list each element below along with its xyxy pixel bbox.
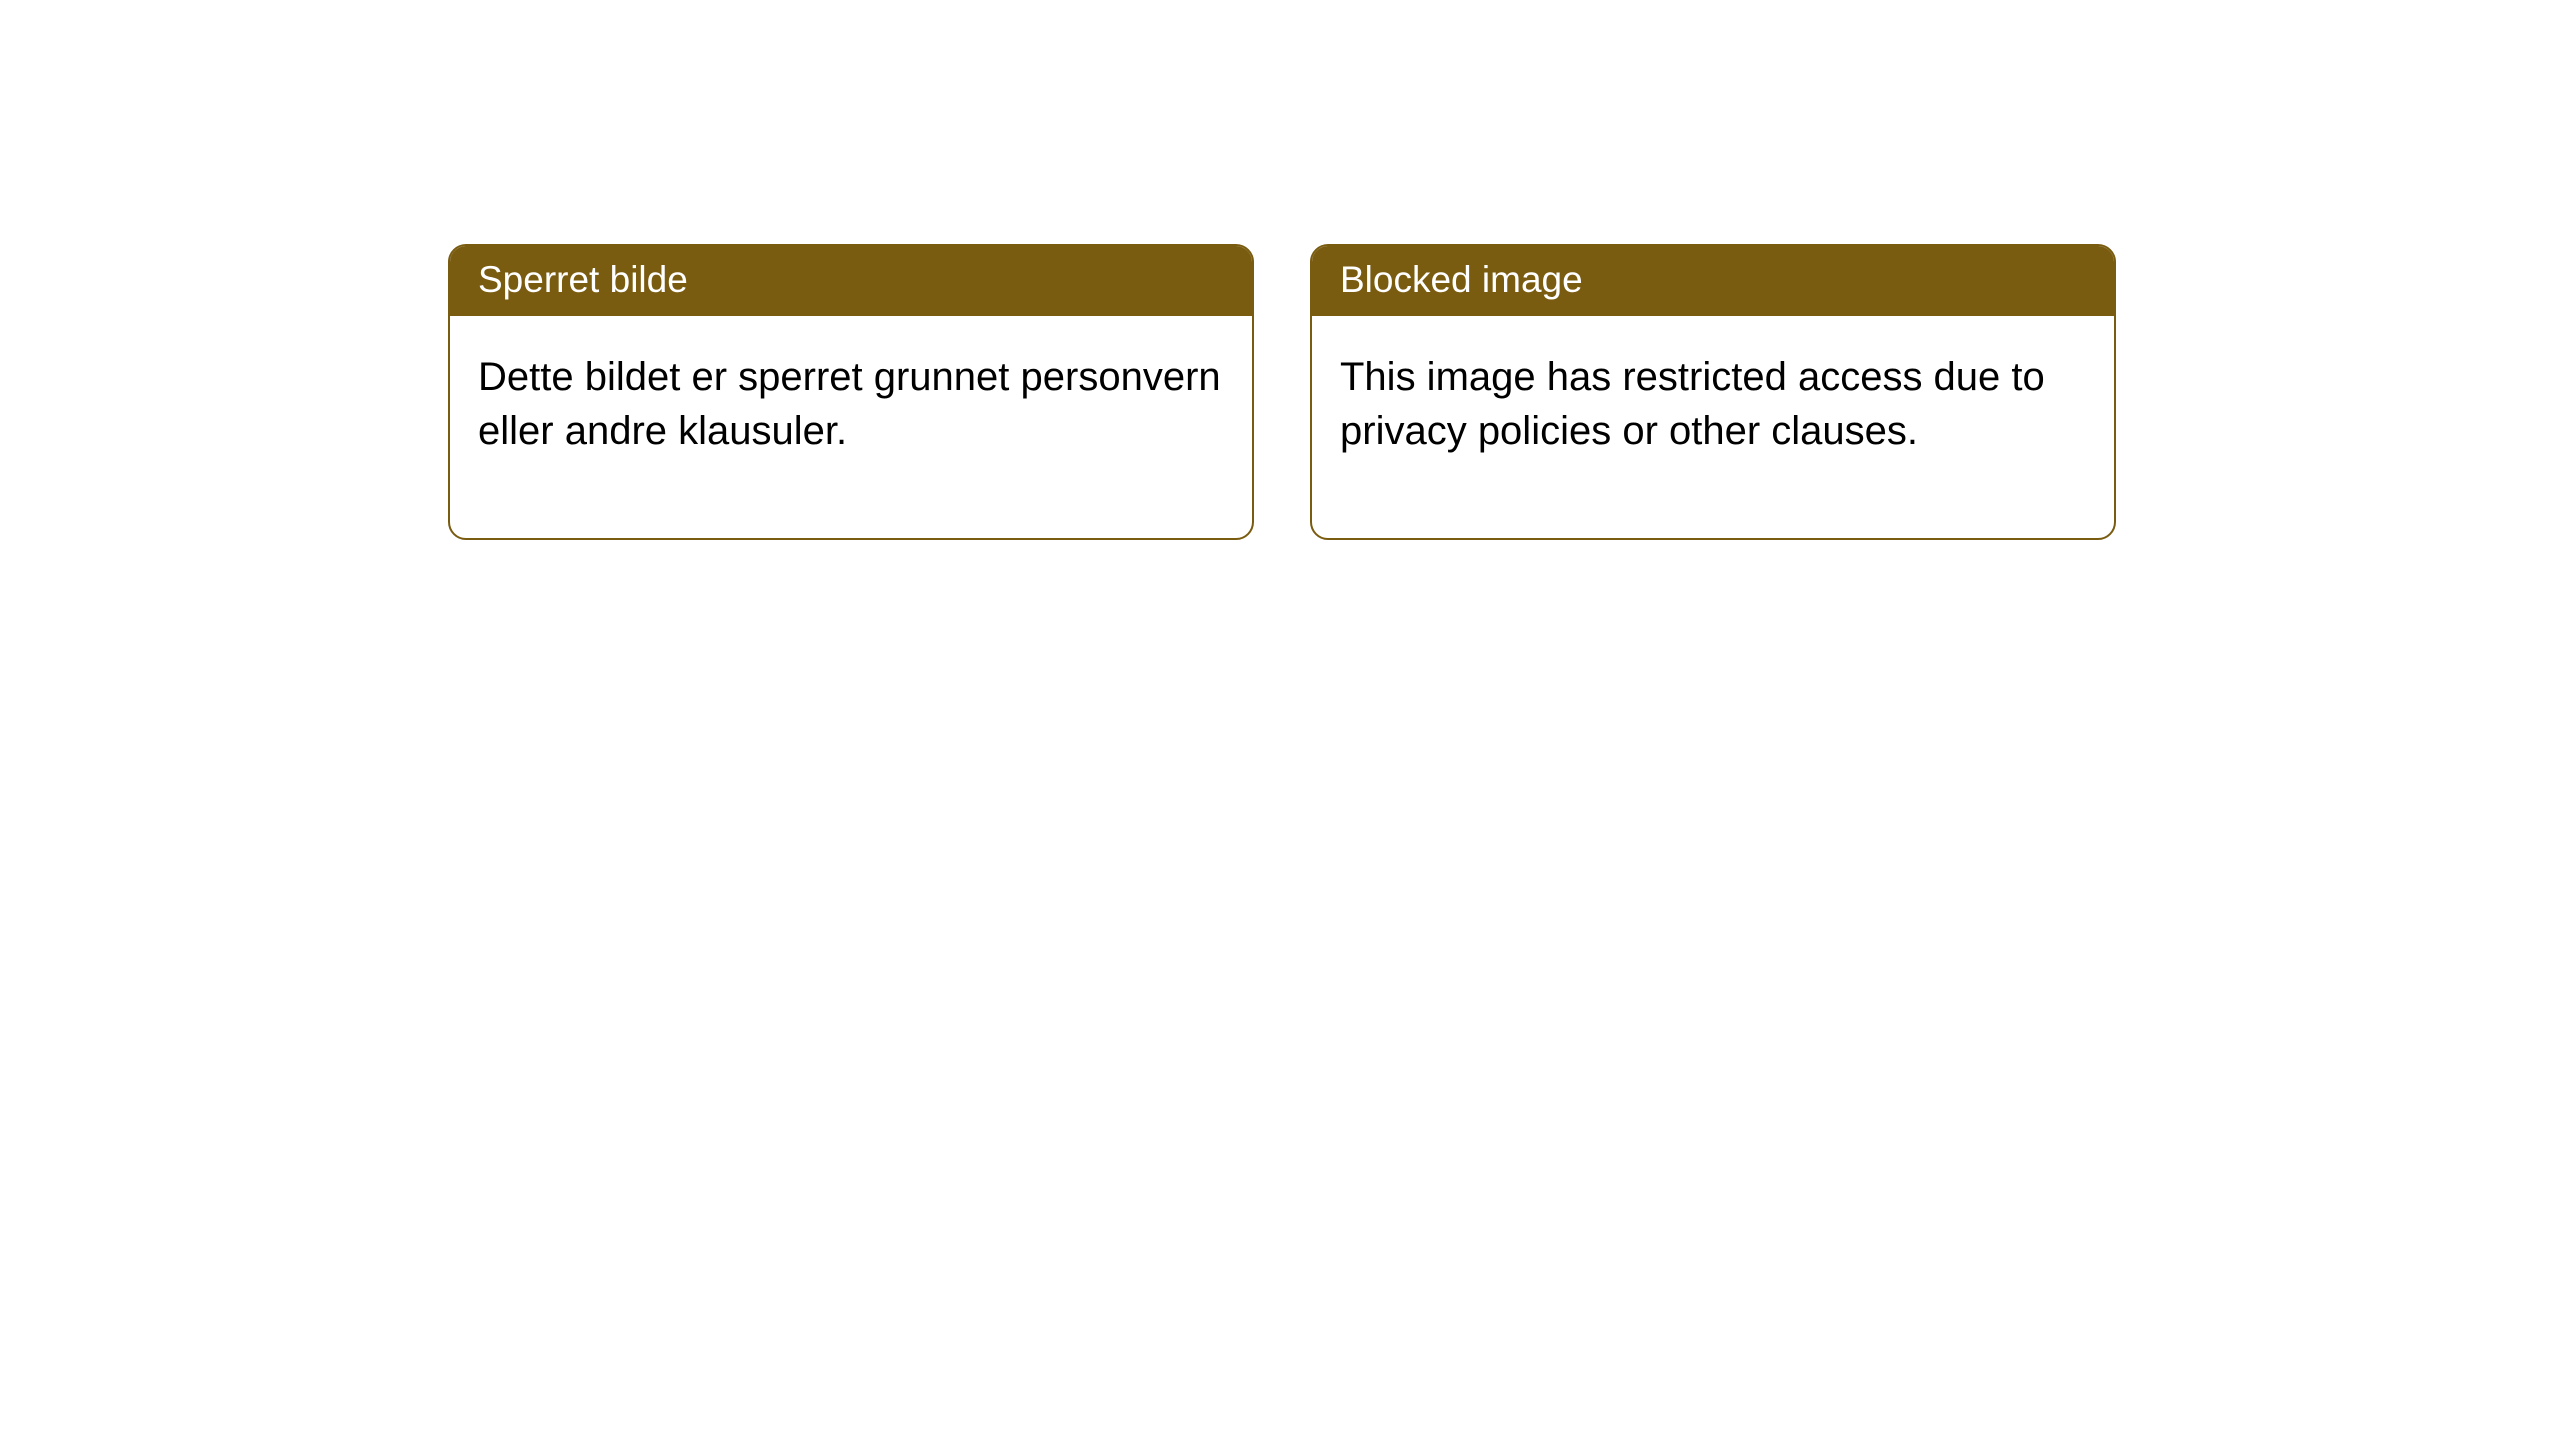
notice-box-english: Blocked image This image has restricted …: [1310, 244, 2116, 540]
notice-box-norwegian: Sperret bilde Dette bildet er sperret gr…: [448, 244, 1254, 540]
notice-body: Dette bildet er sperret grunnet personve…: [450, 316, 1252, 538]
notice-header: Sperret bilde: [450, 246, 1252, 316]
notice-body: This image has restricted access due to …: [1312, 316, 2114, 538]
notice-header: Blocked image: [1312, 246, 2114, 316]
notice-container: Sperret bilde Dette bildet er sperret gr…: [0, 0, 2560, 540]
